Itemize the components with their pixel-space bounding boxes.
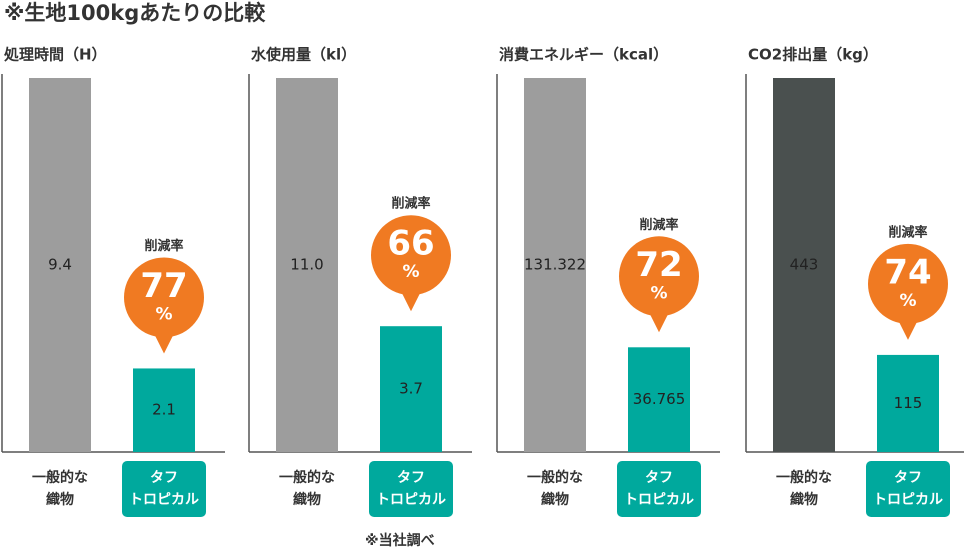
badge-label: 削減率 xyxy=(391,196,430,212)
category-label: 一般的な 織物 xyxy=(279,470,335,508)
bar xyxy=(29,78,91,452)
page-title: ※生地100kgあたりの比較 xyxy=(4,1,266,25)
bar xyxy=(773,78,835,452)
badge xyxy=(868,243,948,324)
category-label: タフ トロピカル xyxy=(122,461,206,517)
category-label: タフ トロピカル xyxy=(866,461,950,517)
bar xyxy=(380,326,442,452)
badge-unit: % xyxy=(650,283,667,303)
category-label: タフ トロピカル xyxy=(369,461,453,517)
panel-title: 水使用量（kl） xyxy=(251,46,356,64)
badge-label: 削減率 xyxy=(639,217,678,233)
badge-label: 削減率 xyxy=(144,238,183,254)
panel-title: 消費エネルギー（kcal） xyxy=(499,46,668,64)
badge-unit: % xyxy=(155,304,172,324)
badge xyxy=(371,215,451,296)
badge-value: 66 xyxy=(387,224,434,264)
badge-value: 77 xyxy=(140,266,187,306)
badge-label: 削減率 xyxy=(888,224,927,240)
footnote: ※当社調べ xyxy=(365,532,435,549)
bar xyxy=(524,78,586,452)
value-label: 3.7 xyxy=(399,380,423,398)
badge xyxy=(898,319,918,340)
value-label: 131.322 xyxy=(524,256,586,274)
value-label: 11.0 xyxy=(290,256,323,274)
value-label: 2.1 xyxy=(152,401,176,419)
bar xyxy=(133,368,195,452)
category-label: 一般的な 織物 xyxy=(32,470,88,508)
bar xyxy=(877,354,939,452)
badge xyxy=(124,257,204,338)
badge-unit: % xyxy=(402,262,419,282)
badge xyxy=(154,333,174,354)
badge xyxy=(649,312,669,333)
badge-value: 72 xyxy=(635,245,682,285)
bar xyxy=(276,78,338,452)
category-label: タフ トロピカル xyxy=(617,461,701,517)
badge-unit: % xyxy=(899,291,916,311)
category-label: 一般的な 織物 xyxy=(527,470,583,508)
category-label: 一般的な 織物 xyxy=(776,470,832,508)
bar xyxy=(628,347,690,452)
value-label: 9.4 xyxy=(48,256,72,274)
badge xyxy=(401,291,421,312)
value-label: 36.765 xyxy=(633,390,686,408)
value-label: 115 xyxy=(894,394,923,412)
panel-title: 処理時間（H） xyxy=(3,46,107,64)
badge xyxy=(619,236,699,317)
badge-value: 74 xyxy=(884,252,931,292)
value-label: 443 xyxy=(790,256,819,274)
panel-title: CO2排出量（kg） xyxy=(748,46,878,64)
